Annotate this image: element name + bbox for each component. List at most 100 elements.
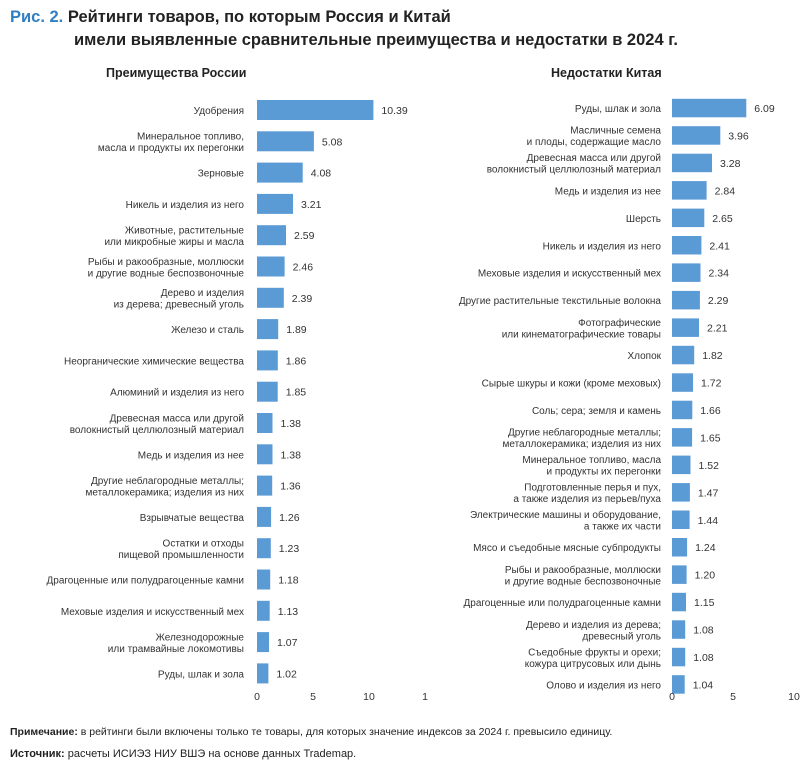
right-category-label: Медь и изделия из нее (555, 186, 662, 197)
right-bar (672, 208, 705, 228)
right-data-label: 2.65 (712, 213, 733, 225)
right-category-label: а также изделия из перьев/пуха (513, 494, 661, 505)
note-label: Примечание: (10, 726, 78, 738)
left-category-label: Медь и изделия из нее (138, 450, 245, 461)
left-category-label: Неорганические химические вещества (64, 356, 244, 367)
right-category-label: кожура цитрусовых или дынь (525, 659, 661, 670)
figure-title-line1: Рис. 2. Рейтинги товаров, по которым Рос… (10, 8, 451, 27)
left-bar (257, 506, 272, 527)
left-category-label: Остатки и отходы (163, 539, 244, 550)
right-category-label: Электрические машины и оборудование, (470, 509, 661, 521)
left-bar (257, 100, 374, 120)
right-bar (672, 620, 686, 639)
source: Источник: расчеты ИСИЭЗ НИУ ВШЭ на основ… (10, 748, 356, 760)
left-x-tick-label: 0 (254, 691, 260, 703)
right-category-label: Минеральное топливо, масла (522, 455, 661, 466)
right-category-label: Масличные семена (570, 126, 661, 137)
right-data-label: 1.08 (693, 625, 714, 637)
right-data-label: 1.24 (695, 542, 716, 554)
left-bar (257, 632, 269, 653)
right-data-label: 1.52 (699, 460, 720, 472)
right-bar (672, 483, 690, 502)
right-category-label: Шерсть (626, 214, 661, 225)
left-bar (257, 569, 271, 590)
left-data-label: 1.18 (278, 575, 299, 587)
left-bar (257, 162, 303, 183)
source-label: Источник: (10, 748, 65, 760)
right-bar (672, 647, 686, 667)
left-data-label: 2.59 (294, 230, 315, 242)
left-category-label: или трамвайные локомотивы (108, 644, 244, 655)
left-bar (257, 350, 278, 371)
right-data-label: 1.82 (702, 350, 723, 362)
left-category-label: Руды, шлак и зола (158, 669, 245, 680)
left-data-label: 1.85 (286, 387, 307, 399)
right-category-label: металлокерамика; изделия из них (502, 439, 661, 450)
right-category-label: Другие растительные текстильные волокна (459, 296, 662, 307)
right-data-label: 3.28 (720, 158, 741, 170)
left-bar (257, 475, 273, 496)
left-data-label: 1.26 (279, 512, 300, 524)
right-category-label: и продукты их перегонки (547, 467, 662, 478)
right-category-label: и другие водные беспозвоночные (505, 575, 662, 587)
left-data-label: 4.08 (311, 168, 332, 180)
left-data-label: 2.46 (293, 262, 314, 274)
left-category-label: Меховые изделия и искусственный мех (61, 607, 244, 618)
left-bar (257, 538, 271, 559)
figure-title-text1: Рейтинги товаров, по которым Россия и Ки… (67, 8, 451, 26)
left-data-label: 2.39 (292, 293, 313, 305)
left-x-tick-label: 5 (310, 691, 316, 703)
left-category-label: Животные, растительные (125, 225, 245, 236)
right-category-label: Меховые изделия и искусственный мех (478, 269, 661, 280)
right-data-label: 1.15 (694, 597, 715, 609)
right-data-label: 1.72 (701, 378, 722, 390)
right-category-label: Подготовленные перья и пух, (524, 483, 661, 494)
right-bar (672, 318, 699, 337)
right-category-label: Древесная масса или другой (527, 153, 661, 164)
right-category-label: Драгоценные или полудрагоценные камни (463, 598, 661, 609)
right-bar (672, 236, 702, 255)
right-category-label: или кинематографические товары (502, 328, 661, 340)
left-data-label: 1.86 (286, 355, 307, 367)
right-bar (672, 126, 721, 145)
left-chart-title: Преимущества России (106, 66, 247, 80)
right-category-label: а также их части (584, 522, 661, 533)
right-category-label: Сырые шкуры и кожи (кроме меховых) (482, 379, 661, 390)
right-data-label: 1.20 (695, 570, 716, 582)
left-bar (257, 131, 314, 152)
right-chart-title: Недостатки Китая (551, 66, 662, 80)
left-category-label: Древесная масса или другой (110, 413, 244, 424)
right-category-label: Другие неблагородные металлы; (508, 427, 661, 439)
left-data-label: 1.36 (280, 481, 301, 493)
right-category-label: Съедобные фрукты и орехи; (528, 646, 661, 658)
right-data-label: 2.84 (715, 185, 736, 197)
right-category-label: древесный уголь (582, 631, 661, 642)
right-bar (672, 153, 712, 173)
left-category-label: Другие неблагородные металлы; (91, 475, 244, 487)
right-data-label: 1.47 (698, 487, 719, 499)
left-category-label: Зерновые (198, 169, 245, 180)
figure-title-line2: имели выявленные сравнительные преимущес… (74, 31, 679, 49)
right-category-label: Руды, шлак и зола (575, 104, 662, 115)
right-data-label: 3.96 (728, 130, 749, 142)
right-data-label: 1.08 (693, 652, 714, 664)
left-category-label: масла и продукты их перегонки (98, 143, 244, 154)
left-x-tick-label: 1 (422, 691, 428, 703)
left-bar (257, 600, 270, 621)
left-category-label: Железнодорожные (156, 632, 245, 643)
right-bar (672, 565, 687, 584)
right-bar (672, 400, 693, 420)
left-x-tick-label: 10 (363, 691, 375, 703)
left-data-label: 1.07 (277, 637, 298, 649)
left-bar (257, 256, 285, 277)
right-data-label: 6.09 (754, 103, 775, 115)
left-data-label: 3.21 (301, 199, 322, 211)
note: Примечание: в рейтинги были включены тол… (10, 726, 612, 738)
right-category-label: Фотографические (578, 317, 661, 329)
right-bar (672, 592, 686, 612)
left-category-label: Драгоценные или полудрагоценные камни (46, 576, 244, 587)
left-category-label: пищевой промышленности (118, 550, 244, 561)
right-category-label: Никель и изделия из него (543, 241, 662, 252)
left-category-label: Алюминий и изделия из него (110, 388, 244, 399)
